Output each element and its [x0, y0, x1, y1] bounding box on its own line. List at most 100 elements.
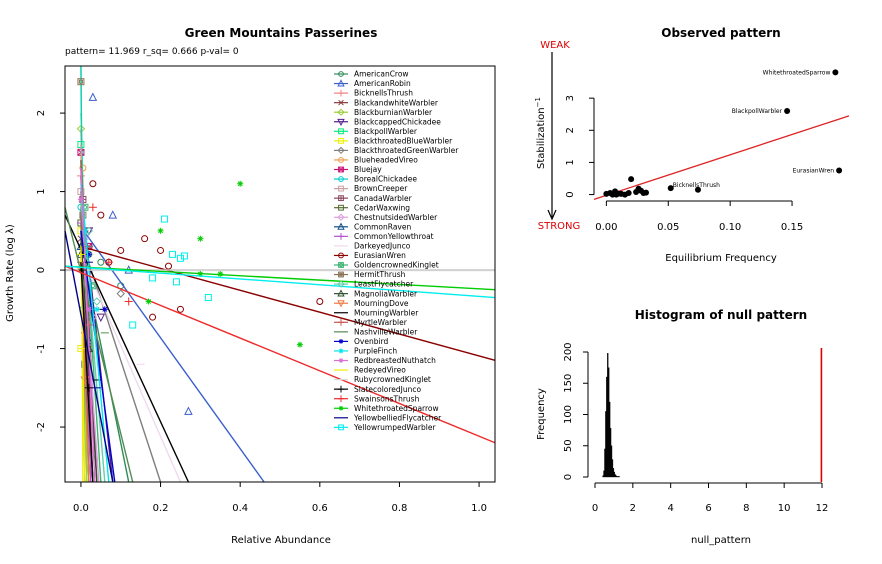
observed-point-label-EurasianWren: EurasianWren	[793, 167, 835, 174]
legend-label-CommonRaven: CommonRaven	[354, 222, 411, 231]
legend-marker-HermitThrush-inner	[339, 272, 343, 277]
legend-marker-MourningDove-shape	[337, 300, 345, 308]
legend-marker-Ovenbird-b	[338, 339, 344, 344]
legend-label-MagnoliaWarbler: MagnoliaWarbler	[354, 289, 418, 298]
fit-line-Ovenbird	[80, 230, 116, 483]
point-EurasianWren-3-shape	[141, 235, 149, 243]
legend-marker-RedbreastedNuthatch	[338, 358, 344, 363]
point-PurpleFinch-1-b	[94, 306, 100, 312]
observed-y-tick-label-0: 0	[565, 191, 576, 197]
point-BlueheadedVireo-0	[79, 164, 87, 172]
observed-y-tick-label-3: 3	[565, 95, 576, 101]
histogram-x-tick-label-1: 2	[630, 503, 636, 514]
point-EurasianWren-0-shape	[89, 180, 97, 188]
point-AmericanRobin-1	[108, 210, 118, 219]
histogram-x-tick-label-6: 12	[816, 503, 829, 514]
point-WhitethroatedSparrow-1-b	[297, 342, 303, 348]
legend-label-BlackthroatedBlueWarbler: BlackthroatedBlueWarbler	[354, 136, 453, 145]
legend-label-NashvilleWarbler: NashvilleWarbler	[354, 327, 418, 336]
x-tick-label-5: 1.0	[471, 503, 487, 514]
legend-label-RedeyedVireo: RedeyedVireo	[354, 366, 406, 375]
x-tick-label-4: 0.8	[391, 503, 407, 514]
point-AmericanRobin-0	[88, 92, 98, 101]
legend-label-GoldencrownedKinglet: GoldencrownedKinglet	[354, 261, 439, 270]
point-YellowrumpedWarbler-7-shape	[129, 321, 137, 329]
point-AmericanCrow-1	[97, 258, 105, 266]
legend-marker-GoldencrownedKinglet-circle	[339, 263, 343, 267]
observed-chart-ylabel-text: Stabilization	[536, 107, 547, 169]
legend-marker-MagnoliaWarbler-shape	[337, 289, 345, 297]
point-WhitethroatedSparrow-2	[197, 235, 204, 242]
legend-label-Ovenbird: Ovenbird	[354, 337, 389, 346]
legend-marker-SwainsonsThrush	[337, 395, 345, 403]
legend-marker-GoldencrownedKinglet	[338, 262, 344, 268]
legend-label-RubycrownedKinglet: RubycrownedKinglet	[354, 375, 431, 384]
observed-point-label-WhitethroatedSparrow: WhitethroatedSparrow	[763, 69, 831, 76]
y-tick-label-4: 2	[36, 110, 47, 116]
legend-marker-BlackthroatedGreenWarbler-shape	[337, 146, 345, 155]
legend-marker-LeastFlycatcher-shape	[337, 280, 345, 288]
legend-marker-Bluejay	[338, 166, 344, 173]
observed-point-label-BlackpollWarbler: BlackpollWarbler	[732, 108, 783, 115]
point-EurasianWren-8-shape	[176, 305, 184, 313]
point-EurasianWren-8	[176, 305, 184, 313]
legend-marker-MyrtleWarbler	[337, 318, 345, 326]
observed-chart-ylabel: Stabilization−1	[534, 97, 547, 169]
legend-label-ChestnutsidedWarbler: ChestnutsidedWarbler	[354, 213, 438, 222]
point-YellowrumpedWarbler-1-shape	[169, 250, 176, 258]
point-YellowrumpedWarbler-0-shape	[161, 215, 169, 223]
legend-marker-ChestnutsidedWarbler	[337, 213, 345, 221]
point-LeastFlycatcher-1	[92, 297, 102, 306]
legend-marker-HermitThrush-box	[338, 271, 344, 278]
main-chart-xlabel: Relative Abundance	[231, 535, 331, 546]
fit-line-RedbreastedNuthatch	[80, 168, 96, 483]
observed-x-tick-label-2: 0.10	[719, 222, 741, 233]
legend-marker-PurpleFinch-b	[338, 348, 344, 353]
legend-marker-Bluejay-box	[338, 166, 344, 173]
observed-y-tick-label-2: 2	[565, 127, 576, 133]
point-WhitethroatedSparrow-3	[157, 227, 164, 234]
point-BlackthroatedGreenWarbler-1	[116, 289, 125, 298]
point-WhitethroatedSparrow-6-b	[217, 271, 223, 277]
legend-marker-CommonYellowthroat	[337, 232, 345, 240]
point-AmericanRobin-2-shape	[184, 406, 193, 415]
point-YellowrumpedWarbler-0	[161, 215, 169, 223]
legend-marker-AmericanRobin-shape	[337, 79, 345, 87]
observed-trend-line	[593, 115, 850, 201]
stabilization-arrow-head	[547, 209, 557, 221]
histogram-y-tick-label-0: 0	[563, 474, 574, 480]
point-SwainsonsThrush-1	[104, 258, 113, 267]
legend-label-CommonYellowthroat: CommonYellowthroat	[354, 232, 434, 241]
point-LeastFlycatcher-1-shape	[92, 297, 102, 306]
point-EurasianWren-4	[157, 246, 165, 254]
histogram-chart: Histogram of null pattern 0 2 4 6 8 10 12 0 50 10…	[536, 308, 828, 546]
point-Ovenbird-1	[101, 306, 108, 313]
legend-marker-YellowrumpedWarbler-shape	[338, 424, 344, 431]
point-AmericanRobin-0-shape	[88, 92, 98, 101]
y-tick-label-1: -1	[36, 344, 47, 354]
legend-marker-WhitethroatedSparrow	[338, 405, 344, 411]
main-chart-subtitle: pattern= 11.969 r_sq= 0.666 p-val= 0	[65, 47, 239, 57]
legend-label-YellowrumpedWarbler: YellowrumpedWarbler	[353, 423, 436, 432]
main-chart-ylabel: Growth Rate (log λ)	[5, 224, 16, 322]
point-BlackcappedChickadee-1-shape	[96, 313, 106, 323]
legend-marker-BlackcappedChickadee	[337, 118, 345, 127]
point-RedbreastedNuthatch-0	[77, 196, 84, 203]
legend-label-BicknellsThrush: BicknellsThrush	[354, 89, 413, 98]
fit-line-SlatecoloredJunco	[80, 262, 94, 483]
point-PurpleFinch-1	[93, 306, 100, 313]
main-chart-legend: AmericanCrowAmericanRobinBicknellsThrush…	[334, 70, 459, 432]
legend-label-CanadaWarbler: CanadaWarbler	[354, 194, 413, 203]
y-tick-label-0: -2	[36, 422, 47, 432]
y-tick-label-3: 1	[36, 188, 47, 194]
legend-label-BrownCreeper: BrownCreeper	[354, 184, 408, 193]
legend-marker-BlackthroatedBlueWarbler-shape	[338, 137, 344, 144]
histogram-x-tick-label-4: 8	[743, 503, 749, 514]
fit-line-YellowbelliedFlycatcher	[64, 230, 114, 483]
point-WhitethroatedSparrow-0	[237, 180, 244, 187]
legend-label-AmericanCrow: AmericanCrow	[354, 70, 409, 79]
legend-marker-YellowrumpedWarbler	[338, 424, 344, 431]
legend-marker-BlueheadedVireo-shape	[338, 157, 344, 163]
legend-marker-AmericanCrow-shape	[338, 71, 344, 77]
